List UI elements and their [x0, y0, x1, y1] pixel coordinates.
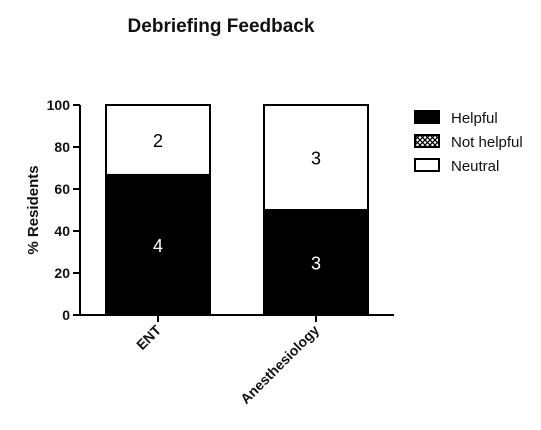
legend-label: Not helpful: [451, 134, 523, 151]
y-tick-label: 0: [62, 307, 70, 323]
data-label: 3: [311, 254, 321, 274]
legend-label: Neutral: [451, 158, 499, 175]
legend-swatch: [414, 110, 440, 124]
legend-label: Helpful: [451, 110, 498, 127]
x-tick-label: ENT: [133, 321, 164, 352]
legend-swatch: [414, 158, 440, 172]
y-tick-label: 20: [54, 265, 70, 281]
legend-swatch: [414, 134, 440, 148]
legend: Helpful Not helpful Neutral: [414, 110, 523, 175]
y-tick-label: 80: [54, 139, 70, 155]
bar-segment-helpful: [105, 173, 211, 316]
y-tick-label: 100: [47, 97, 71, 113]
data-label: 3: [311, 149, 321, 169]
data-label: 4: [153, 236, 163, 256]
x-tick-label: Anesthesiology: [237, 322, 322, 407]
bar-segment-helpful: [263, 209, 369, 316]
y-axis-label: % Residents: [25, 165, 42, 254]
chart-title: Debriefing Feedback: [128, 16, 315, 37]
data-label: 2: [153, 131, 163, 151]
bar-segment-neutral: [105, 104, 211, 176]
y-tick-label: 40: [54, 223, 70, 239]
bars: 4 2 3 3: [105, 104, 369, 316]
y-tick-label: 60: [54, 181, 70, 197]
bar-segment-neutral: [263, 104, 369, 211]
